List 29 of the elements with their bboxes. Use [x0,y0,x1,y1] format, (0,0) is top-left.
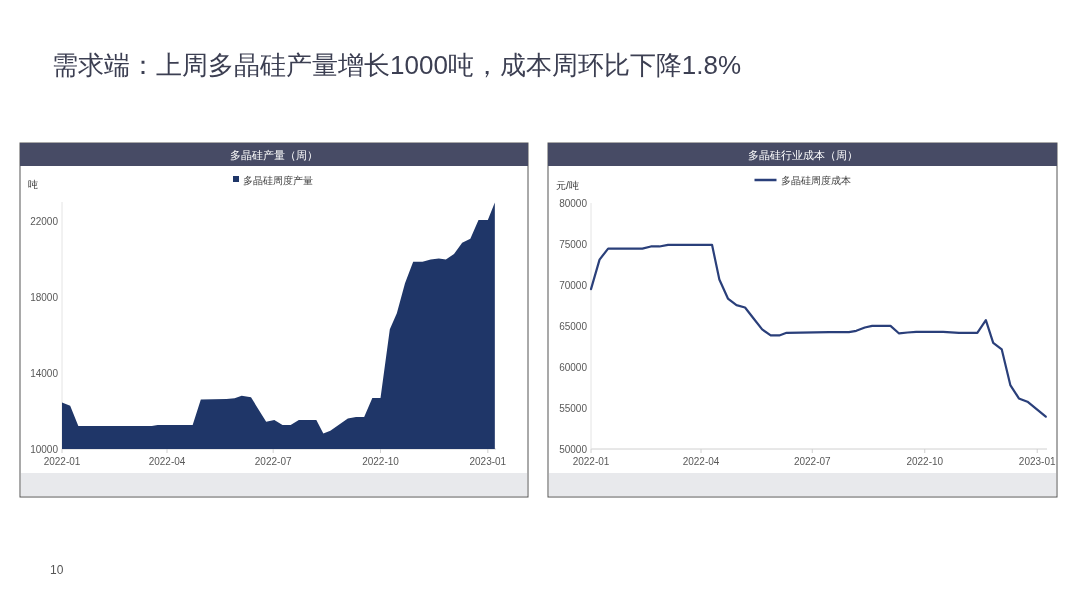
x-tick-label: 2022-10 [362,456,400,467]
y-tick-label: 10000 [30,444,59,455]
y-tick-label: 14000 [30,368,59,379]
x-tick-label: 2023-01 [1018,456,1057,467]
y-tick-label: 75000 [559,239,588,250]
x-tick-label: 2022-04 [682,456,720,467]
x-tick-label: 2022-10 [906,456,944,467]
legend-label: 多晶硅周度产量 [243,175,313,186]
text: 需求端：上周多晶硅产量增长1000吨，成本周环比下降1.8% [52,50,742,80]
legend-label: 多晶硅周度成本 [780,175,851,186]
chart-title: 多晶硅产量（周） [230,149,318,161]
y-tick-label: 70000 [559,280,588,291]
y-tick-label: 60000 [559,362,588,373]
x-tick-label: 2022-01 [572,456,610,467]
chart-title: 多晶硅行业成本（周） [747,149,858,161]
x-tick-label: 2022-01 [43,456,81,467]
y-axis-title: 元/吨 [556,180,579,191]
x-tick-label: 2022-07 [793,456,832,467]
text: 10 [50,563,64,577]
y-tick-label: 50000 [559,444,588,455]
x-tick-label: 2022-07 [254,456,292,467]
x-tick-label: 2023-01 [469,456,507,467]
y-tick-label: 18000 [30,292,59,303]
y-tick-label: 80000 [559,198,588,209]
y-tick-label: 55000 [559,403,588,414]
y-tick-label: 65000 [559,321,588,332]
y-tick-label: 22000 [30,216,59,227]
y-axis-title: 吨 [28,179,38,190]
x-tick-label: 2022-04 [148,456,186,467]
